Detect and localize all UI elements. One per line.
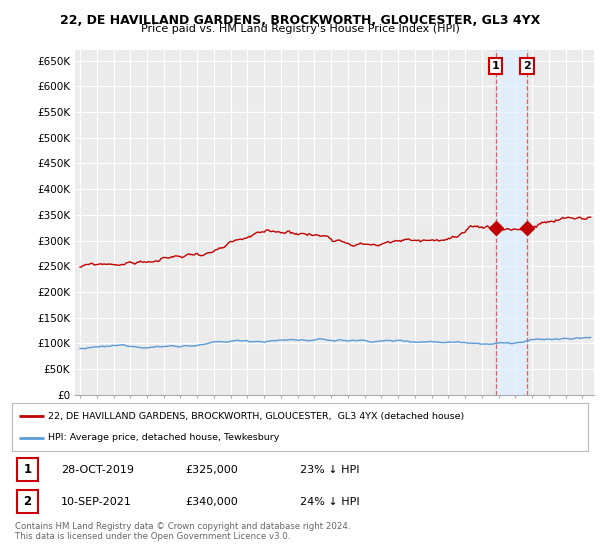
Text: 1: 1 <box>492 61 500 71</box>
Text: £325,000: £325,000 <box>185 465 238 475</box>
Text: £340,000: £340,000 <box>185 497 238 507</box>
Text: 24% ↓ HPI: 24% ↓ HPI <box>300 497 359 507</box>
Text: 1: 1 <box>23 463 32 476</box>
Text: 22, DE HAVILLAND GARDENS, BROCKWORTH, GLOUCESTER,  GL3 4YX (detached house): 22, DE HAVILLAND GARDENS, BROCKWORTH, GL… <box>48 412 464 421</box>
Text: 22, DE HAVILLAND GARDENS, BROCKWORTH, GLOUCESTER, GL3 4YX: 22, DE HAVILLAND GARDENS, BROCKWORTH, GL… <box>60 14 540 27</box>
FancyBboxPatch shape <box>17 458 38 481</box>
Text: 2: 2 <box>23 496 32 508</box>
Text: 23% ↓ HPI: 23% ↓ HPI <box>300 465 359 475</box>
Text: HPI: Average price, detached house, Tewkesbury: HPI: Average price, detached house, Tewk… <box>48 433 279 442</box>
Text: 2: 2 <box>523 61 531 71</box>
Text: Price paid vs. HM Land Registry's House Price Index (HPI): Price paid vs. HM Land Registry's House … <box>140 24 460 34</box>
FancyBboxPatch shape <box>17 491 38 514</box>
Text: 28-OCT-2019: 28-OCT-2019 <box>61 465 134 475</box>
Text: 10-SEP-2021: 10-SEP-2021 <box>61 497 132 507</box>
Bar <box>496 50 527 395</box>
Text: Contains HM Land Registry data © Crown copyright and database right 2024.
This d: Contains HM Land Registry data © Crown c… <box>15 522 350 542</box>
